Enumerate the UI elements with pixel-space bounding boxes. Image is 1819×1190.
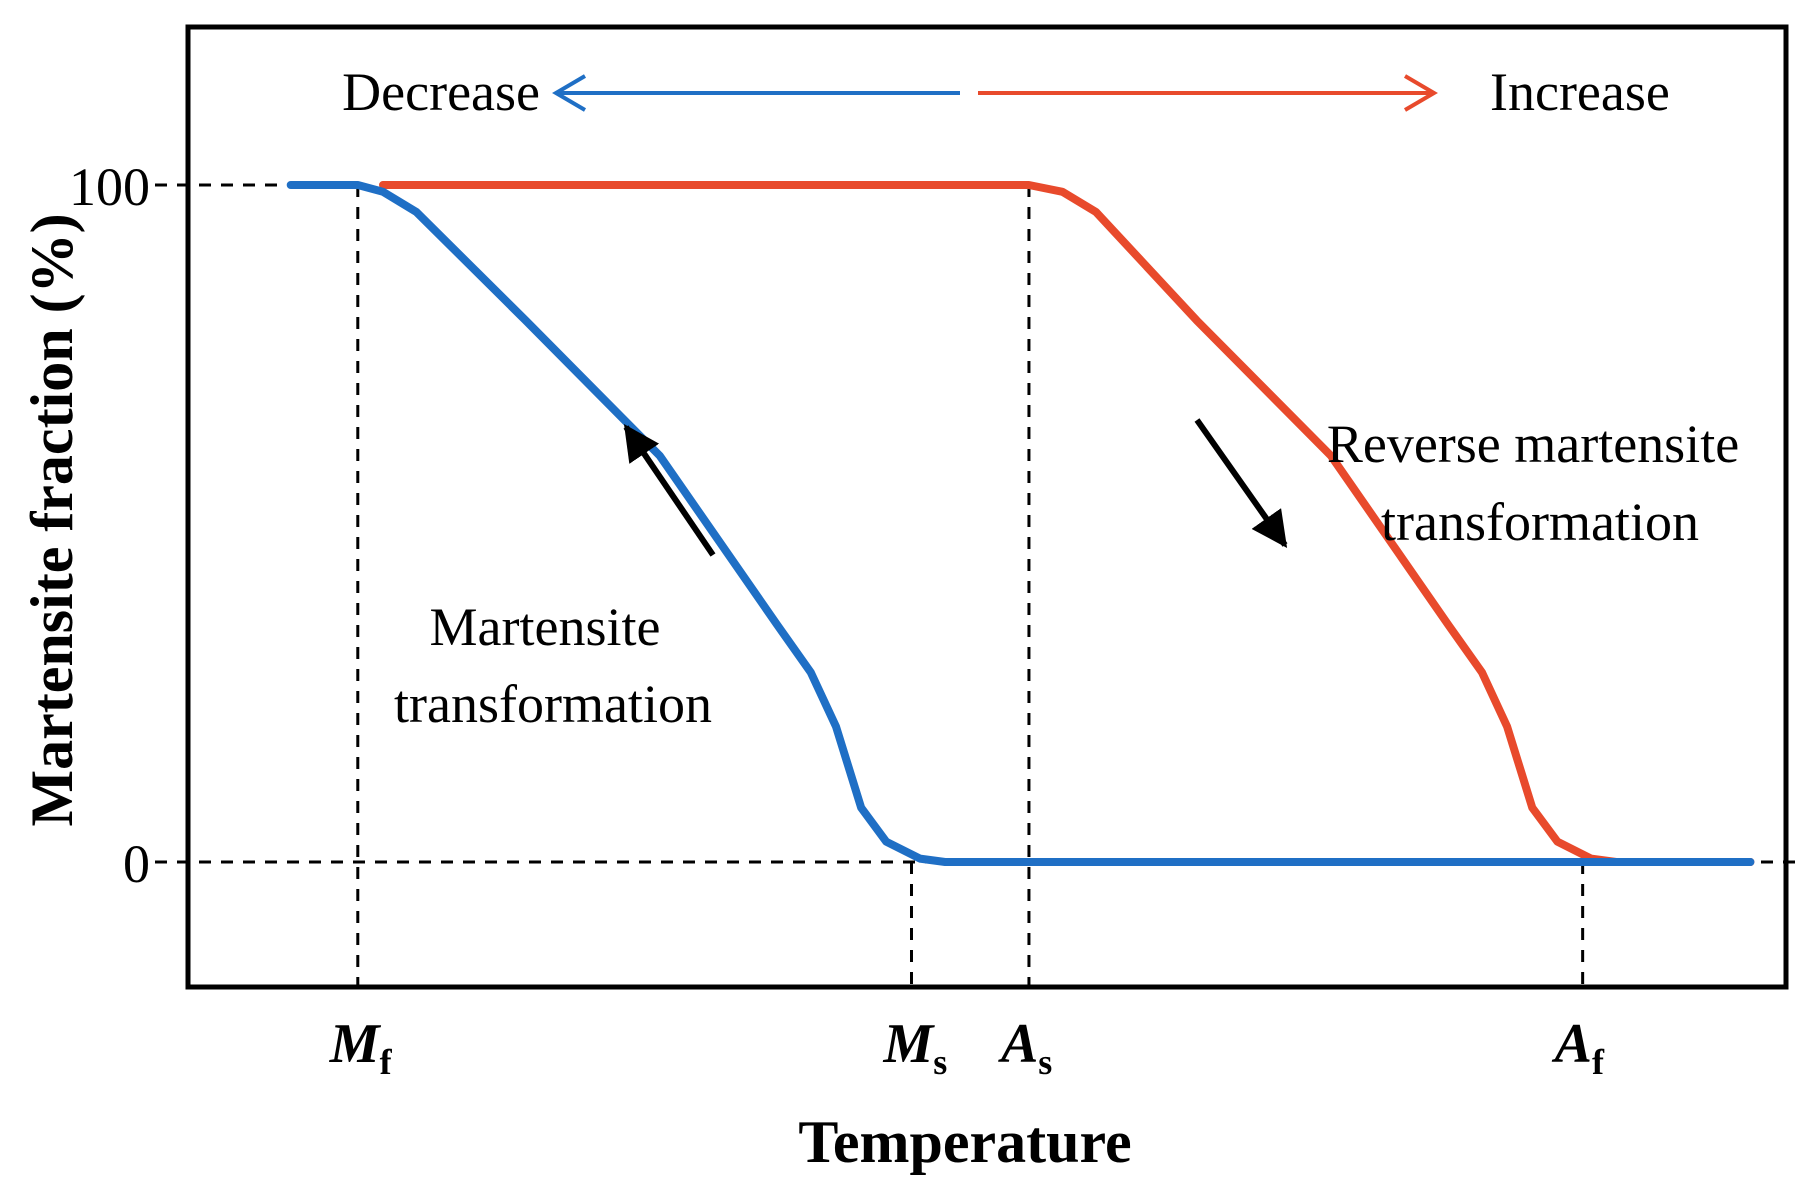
- increase-label: Increase: [1490, 62, 1670, 122]
- x-tick-mf: Mf: [329, 1013, 393, 1082]
- decrease-label: Decrease: [342, 62, 540, 122]
- plot-frame: [185, 24, 1789, 990]
- reverse-label-line2: transformation: [1381, 492, 1699, 552]
- martensite-label-line2: transformation: [394, 674, 712, 734]
- y-tick-100: 100: [69, 157, 150, 217]
- series-layer: [286, 181, 1755, 866]
- direction-arrows: Decrease Increase: [342, 62, 1670, 122]
- x-tick-as: As: [998, 1013, 1052, 1082]
- martensite-label-line1: Martensite: [430, 597, 661, 657]
- x-tick-ms: Ms: [882, 1013, 947, 1082]
- y-axis-title: Martensite fraction (%): [19, 213, 85, 826]
- increase-arrowhead: [1403, 74, 1438, 112]
- y-tick-0: 0: [123, 834, 150, 894]
- x-tick-af: Af: [1552, 1013, 1605, 1082]
- series-reverse-martensite-transformation: [379, 181, 1755, 866]
- series-martensite-transformation: [286, 181, 1755, 866]
- reverse-label: Reverse martensite transformation: [1327, 414, 1739, 552]
- x-tick-labels: Mf Ms As Af: [329, 1013, 1605, 1082]
- decrease-arrowhead: [552, 74, 587, 112]
- x-axis-title: Temperature: [798, 1109, 1131, 1175]
- martensite-direction-arrow: [623, 424, 716, 557]
- reverse-direction-arrow: [1194, 418, 1288, 548]
- martensite-label: Martensite transformation: [394, 597, 712, 734]
- reverse-label-line1: Reverse martensite: [1327, 414, 1739, 474]
- y-tick-labels: 100 0: [69, 157, 150, 894]
